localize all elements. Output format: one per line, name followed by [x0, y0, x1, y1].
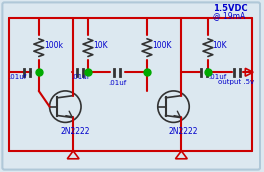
Text: output .5v: output .5v [218, 79, 254, 85]
Text: 10K: 10K [212, 41, 227, 50]
Text: 1.5VDC: 1.5VDC [213, 4, 247, 13]
Text: 2N2222: 2N2222 [60, 127, 90, 136]
Text: @ 19mA: @ 19mA [213, 11, 245, 20]
Text: .01uf: .01uf [209, 74, 227, 80]
Text: 10K: 10K [93, 41, 107, 50]
FancyBboxPatch shape [2, 2, 260, 170]
Text: 100K: 100K [152, 41, 171, 50]
Text: .01uf: .01uf [71, 74, 89, 80]
Text: 2N2222: 2N2222 [169, 127, 198, 136]
Text: .01uf: .01uf [108, 80, 126, 86]
Text: .01uf: .01uf [8, 74, 26, 80]
Text: 100k: 100k [45, 41, 64, 50]
